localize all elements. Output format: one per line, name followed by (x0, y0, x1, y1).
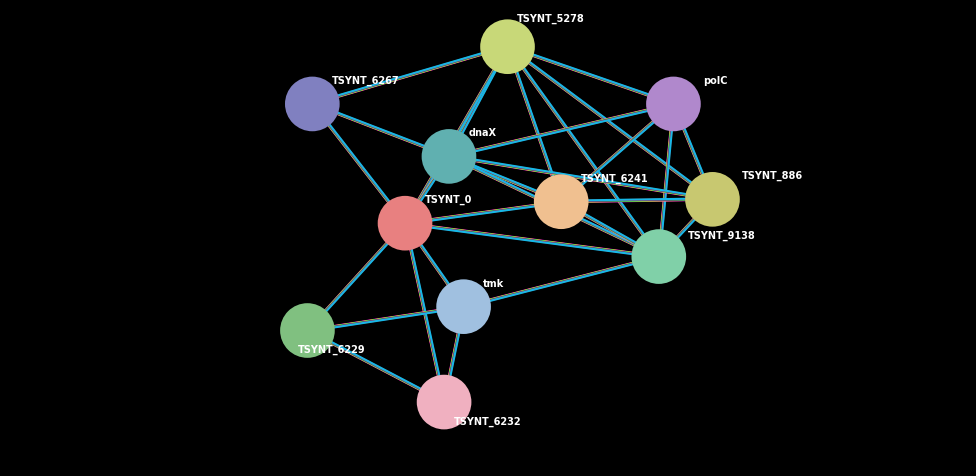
Ellipse shape (631, 230, 686, 284)
Ellipse shape (436, 280, 491, 334)
Ellipse shape (280, 304, 335, 358)
Ellipse shape (685, 173, 740, 227)
Text: TSYNT_6241: TSYNT_6241 (581, 173, 648, 183)
Text: tmk: tmk (483, 278, 505, 288)
Ellipse shape (534, 175, 589, 229)
Text: TSYNT_0: TSYNT_0 (425, 194, 472, 205)
Ellipse shape (285, 78, 340, 132)
Text: polC: polC (703, 76, 727, 86)
Text: TSYNT_6229: TSYNT_6229 (298, 344, 365, 355)
Ellipse shape (422, 130, 476, 184)
Text: TSYNT_886: TSYNT_886 (742, 170, 803, 181)
Text: dnaX: dnaX (468, 128, 497, 138)
Ellipse shape (646, 78, 701, 132)
Text: TSYNT_5278: TSYNT_5278 (517, 13, 585, 24)
Ellipse shape (417, 375, 471, 429)
Text: TSYNT_6232: TSYNT_6232 (454, 416, 521, 426)
Text: TSYNT_9138: TSYNT_9138 (688, 230, 755, 240)
Ellipse shape (480, 20, 535, 75)
Text: TSYNT_6267: TSYNT_6267 (332, 75, 399, 86)
Ellipse shape (378, 197, 432, 251)
